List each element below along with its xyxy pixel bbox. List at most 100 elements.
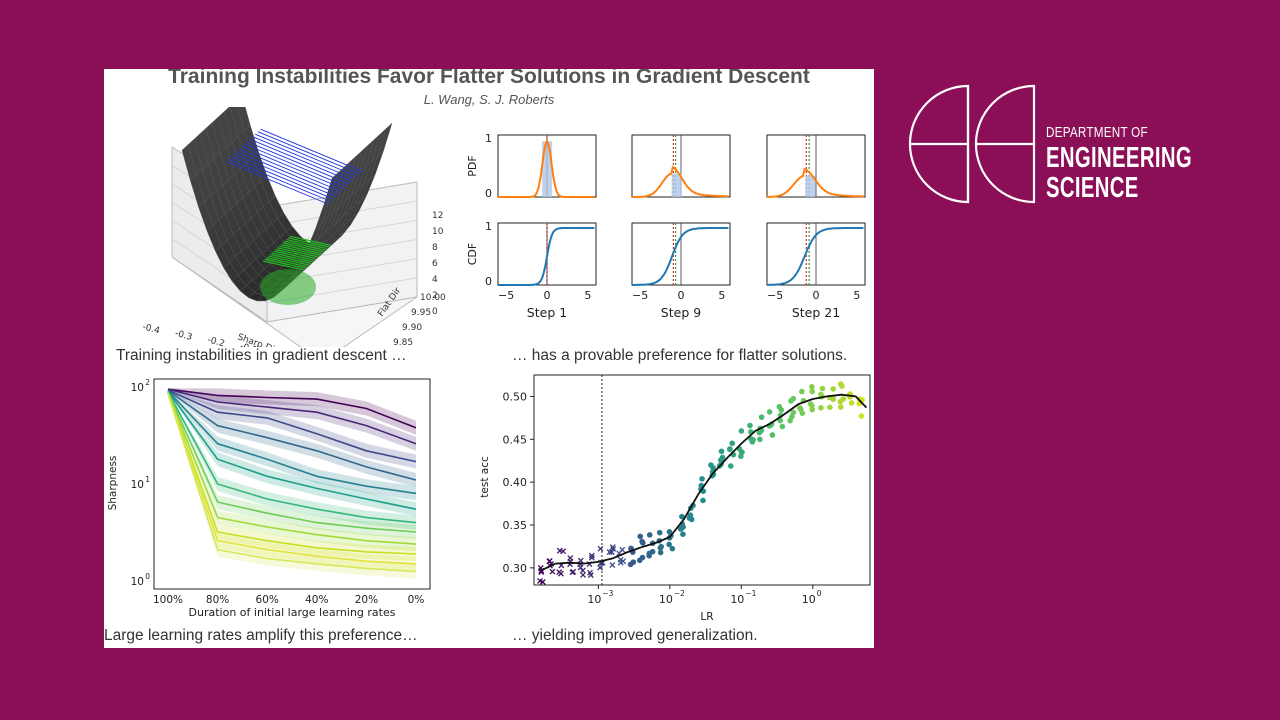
scatter-cross-point bbox=[588, 552, 595, 559]
surface-x-ticks: -0.4-0.3-0.2-0.10.00.10.20.30.4 bbox=[141, 322, 259, 347]
x-tick-label: −5 bbox=[632, 289, 648, 302]
scatter-point bbox=[657, 545, 664, 551]
green-trajectory bbox=[264, 258, 306, 269]
accuracy-y-tick: 0.45 bbox=[503, 433, 528, 446]
blue-trajectory bbox=[241, 146, 344, 190]
blue-trajectory bbox=[225, 160, 328, 205]
blue-trajectory bbox=[260, 128, 363, 172]
sharpness-y-tick: 10 bbox=[131, 382, 144, 394]
surface-z-tick-label: 12 bbox=[432, 211, 443, 221]
scatter-point bbox=[646, 552, 652, 559]
surface-z-tick-label: 4 bbox=[432, 275, 438, 285]
sharpness-series-line bbox=[167, 391, 417, 524]
scatter-point bbox=[637, 533, 644, 540]
caption-2: … has a provable preference for flatter … bbox=[512, 347, 848, 364]
green-trajectory bbox=[271, 252, 313, 263]
scatter-point bbox=[856, 396, 863, 402]
x-tick-label: 0 bbox=[813, 289, 820, 302]
accuracy-x-tick: 10 bbox=[730, 593, 744, 606]
scatter-cross-point bbox=[619, 546, 626, 553]
scatter-point bbox=[687, 512, 694, 518]
scatter-point bbox=[677, 526, 684, 532]
y-tick-label: 0 bbox=[485, 275, 492, 288]
scatter-point bbox=[666, 541, 672, 548]
distribution-plots: PDF 0 1 CDF 0 1 −5 0 5 Step 1 −5 0 5 Step 9 −5 0 5 Step 2… bbox=[466, 132, 866, 320]
scatter-cross-point bbox=[549, 568, 556, 575]
accuracy-frame bbox=[533, 374, 871, 586]
scatter-point bbox=[819, 385, 826, 392]
x-tick-label: 5 bbox=[853, 289, 860, 302]
blue-trajectory bbox=[238, 148, 342, 192]
sharpness-y-tick-exponent: 1 bbox=[145, 475, 150, 484]
blue-trajectory bbox=[255, 133, 358, 177]
logo-mark-right bbox=[974, 84, 1036, 204]
sharpness-series-line bbox=[167, 388, 417, 445]
blue-trajectory bbox=[233, 153, 336, 197]
scatter-cross-point bbox=[587, 572, 594, 579]
surface-y-tick-label: 9.85 bbox=[393, 338, 413, 347]
scatter-point bbox=[827, 404, 833, 411]
surface-y-tick-label: 9.90 bbox=[402, 323, 422, 333]
sharpness-x-label: Duration of initial large learning rates bbox=[189, 606, 396, 619]
pdf-curve bbox=[632, 165, 729, 198]
caption-1: Training instabilities in gradient desce… bbox=[116, 347, 407, 364]
scatter-cross-point bbox=[588, 554, 595, 561]
logo-line-3: SCIENCE bbox=[1046, 172, 1139, 204]
green-trajectory bbox=[286, 239, 328, 250]
histogram-bar bbox=[805, 175, 816, 197]
surface-x-tick-label: -0.2 bbox=[206, 335, 226, 347]
scatter-point bbox=[818, 404, 824, 411]
accuracy-y-tick: 0.35 bbox=[503, 519, 528, 532]
scatter-point bbox=[646, 532, 653, 538]
accuracy-y-tick: 0.40 bbox=[503, 476, 528, 489]
scatter-point bbox=[777, 417, 784, 424]
green-trajectory bbox=[279, 245, 321, 256]
sharpness-y-tick: 10 bbox=[131, 479, 144, 491]
surface-z-tick-label: 10 bbox=[432, 227, 444, 237]
sharpness-band bbox=[168, 391, 416, 539]
sharpness-y-tick: 10 bbox=[131, 576, 144, 588]
green-trajectory bbox=[284, 240, 326, 251]
scatter-point bbox=[669, 545, 676, 552]
surface-x-tick-label: -0.3 bbox=[174, 329, 194, 343]
sharpness-series-line bbox=[167, 389, 417, 481]
accuracy-x-tick-exponent: 0 bbox=[817, 589, 822, 598]
sharpness-series-line bbox=[167, 389, 417, 463]
sharpness-y-tick-exponent: 2 bbox=[145, 378, 150, 387]
panel-label: Step 9 bbox=[661, 305, 701, 320]
logo-mark-left bbox=[908, 84, 970, 204]
accuracy-y-tick: 0.50 bbox=[503, 390, 528, 403]
green-trajectory bbox=[280, 243, 322, 255]
scatter-point bbox=[848, 400, 855, 406]
mean-accuracy-curve bbox=[540, 393, 868, 572]
scatter-point bbox=[657, 549, 664, 556]
scatter-point bbox=[700, 497, 706, 504]
panel-label: Step 1 bbox=[527, 305, 567, 320]
scatter-point bbox=[787, 417, 793, 424]
surface-patch bbox=[323, 172, 339, 206]
blue-trajectory bbox=[252, 136, 355, 180]
cdf-curve bbox=[632, 227, 729, 286]
pdf-curve bbox=[766, 167, 864, 198]
scatter-point bbox=[757, 436, 763, 443]
scatter-point bbox=[636, 557, 643, 564]
sharpness-x-tick: 60% bbox=[256, 594, 279, 606]
scatter-point bbox=[727, 463, 734, 469]
surface-z-tick-label: 0 bbox=[432, 307, 438, 317]
surface-y-tick-label: 10.00 bbox=[420, 293, 446, 303]
surface-x-tick-label: -0.1 bbox=[239, 342, 259, 347]
sharpness-band bbox=[168, 388, 416, 435]
scatter-point bbox=[699, 476, 705, 482]
scatter-point bbox=[839, 383, 845, 389]
sharpness-x-tick: 80% bbox=[206, 594, 229, 606]
cdf-curve bbox=[767, 227, 864, 286]
x-tick-label: 0 bbox=[544, 289, 551, 302]
scatter-point bbox=[630, 559, 637, 565]
scatter-point bbox=[656, 529, 663, 536]
sharpness-x-tick: 40% bbox=[305, 594, 328, 606]
x-tick-label: −5 bbox=[767, 289, 783, 302]
scatter-point bbox=[790, 409, 797, 416]
scatter-cross-point bbox=[557, 570, 564, 577]
x-tick-label: 5 bbox=[584, 289, 591, 302]
